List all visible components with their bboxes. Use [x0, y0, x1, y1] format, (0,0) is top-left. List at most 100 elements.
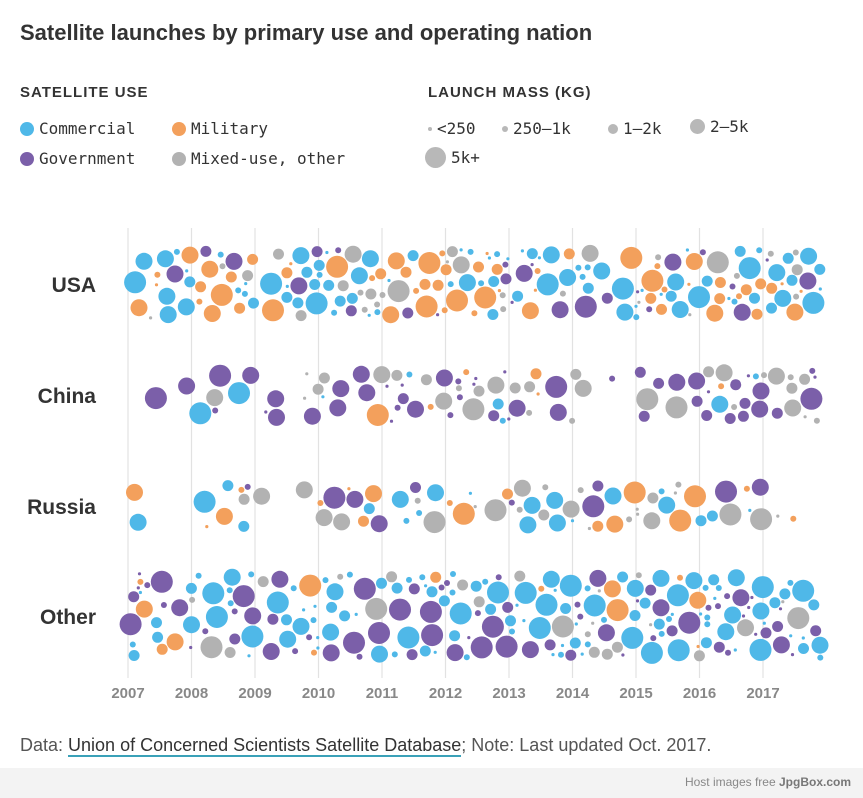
satellite-dot	[474, 286, 497, 309]
satellite-dot	[323, 279, 335, 291]
satellite-dot	[184, 276, 196, 288]
satellite-dot	[215, 507, 233, 525]
satellite-dot	[634, 304, 638, 308]
satellite-dot	[366, 404, 389, 426]
satellite-dot	[650, 635, 657, 642]
satellite-dot	[487, 376, 505, 394]
satellite-dot	[178, 377, 196, 395]
satellite-dot	[737, 410, 749, 422]
satellite-dot	[402, 307, 414, 319]
satellite-dot	[358, 515, 369, 527]
satellite-dot	[474, 376, 478, 381]
satellite-dot	[455, 385, 462, 392]
satellite-dot	[209, 364, 232, 387]
satellite-dot	[666, 625, 678, 637]
satellite-dot	[160, 602, 167, 608]
satellite-dot	[365, 597, 388, 620]
satellite-dot	[344, 245, 362, 263]
satellite-dot	[438, 595, 450, 607]
satellite-dot	[433, 650, 437, 654]
x-tick-label: 2011	[366, 685, 399, 702]
satellite-dot	[603, 580, 621, 598]
satellite-dot	[715, 603, 721, 610]
satellite-dot	[545, 375, 568, 398]
satellite-dot	[621, 653, 625, 657]
satellite-dot	[584, 264, 591, 271]
satellite-dot	[537, 256, 542, 260]
satellite-dot	[640, 288, 644, 292]
satellite-dot	[703, 366, 715, 378]
satellite-dot	[581, 244, 599, 262]
satellite-dot	[724, 413, 736, 424]
satellite-dot	[617, 571, 629, 583]
satellite-dot	[780, 282, 784, 286]
satellite-dot	[456, 394, 463, 401]
satellite-dot	[315, 509, 333, 527]
satellite-dot	[253, 487, 271, 505]
satellite-dot	[752, 602, 770, 620]
satellite-dot	[502, 601, 514, 613]
satellite-dot	[365, 485, 382, 503]
satellite-dot	[813, 417, 820, 424]
satellite-dot	[781, 600, 785, 604]
satellite-dot	[497, 289, 501, 293]
satellite-dot	[446, 644, 464, 662]
satellite-dot	[558, 651, 564, 658]
satellite-dot	[817, 654, 824, 661]
satellite-dot	[551, 301, 569, 319]
satellite-dot	[574, 379, 592, 397]
legend-item-mixed-use: Mixed-use, other	[172, 149, 345, 168]
satellite-dot	[313, 604, 317, 608]
watermark-prefix: Host images free	[684, 775, 779, 789]
satellite-dot	[473, 385, 485, 397]
satellite-dot	[435, 392, 453, 410]
satellite-dot	[226, 587, 233, 594]
satellite-dot	[189, 596, 196, 603]
satellite-dot	[715, 364, 733, 382]
satellite-dot	[321, 395, 325, 399]
satellite-dot	[544, 639, 556, 651]
satellite-dot	[670, 612, 674, 617]
satellite-dot	[741, 614, 746, 618]
satellite-dot	[636, 388, 659, 411]
satellite-dot	[193, 490, 216, 513]
satellite-dot	[156, 250, 174, 268]
satellite-dot	[463, 654, 470, 661]
satellite-dot	[793, 293, 800, 300]
satellite-dot	[332, 380, 350, 398]
satellite-dot	[512, 290, 524, 302]
satellite-dot	[701, 410, 713, 421]
satellite-dot	[455, 378, 462, 385]
satellite-dot	[519, 516, 537, 534]
satellite-dot	[407, 400, 424, 418]
satellite-dot	[535, 593, 558, 616]
mass-swatch-2-5k	[690, 119, 705, 134]
satellite-dot	[358, 384, 376, 402]
satellite-dot	[665, 290, 677, 302]
satellite-dot	[639, 597, 651, 609]
satellite-dot	[449, 589, 456, 596]
satellite-dot	[582, 282, 594, 294]
mass-swatch-250-1k	[502, 125, 508, 132]
satellite-dot	[809, 367, 816, 374]
satellite-dot	[748, 508, 752, 512]
satellite-dot	[743, 485, 750, 492]
satellite-dot	[473, 505, 477, 509]
satellite-dot	[597, 624, 615, 642]
satellite-dot	[273, 248, 284, 260]
satellite-dot	[135, 600, 153, 618]
satellite-dot	[579, 273, 586, 280]
satellite-dot	[219, 263, 226, 270]
satellite-dot	[415, 295, 438, 318]
satellite-dot	[717, 623, 735, 641]
satellite-dot	[474, 610, 481, 617]
satellite-dot	[264, 410, 268, 414]
satellite-dot	[646, 306, 653, 313]
satellite-dot	[406, 649, 418, 661]
satellite-dot	[457, 579, 469, 591]
satellite-dot	[472, 382, 476, 386]
satellite-dot	[798, 643, 809, 654]
data-source-link[interactable]: Union of Concerned Scientists Satellite …	[68, 735, 462, 757]
satellite-dot	[137, 578, 144, 585]
satellite-dot	[750, 508, 773, 531]
